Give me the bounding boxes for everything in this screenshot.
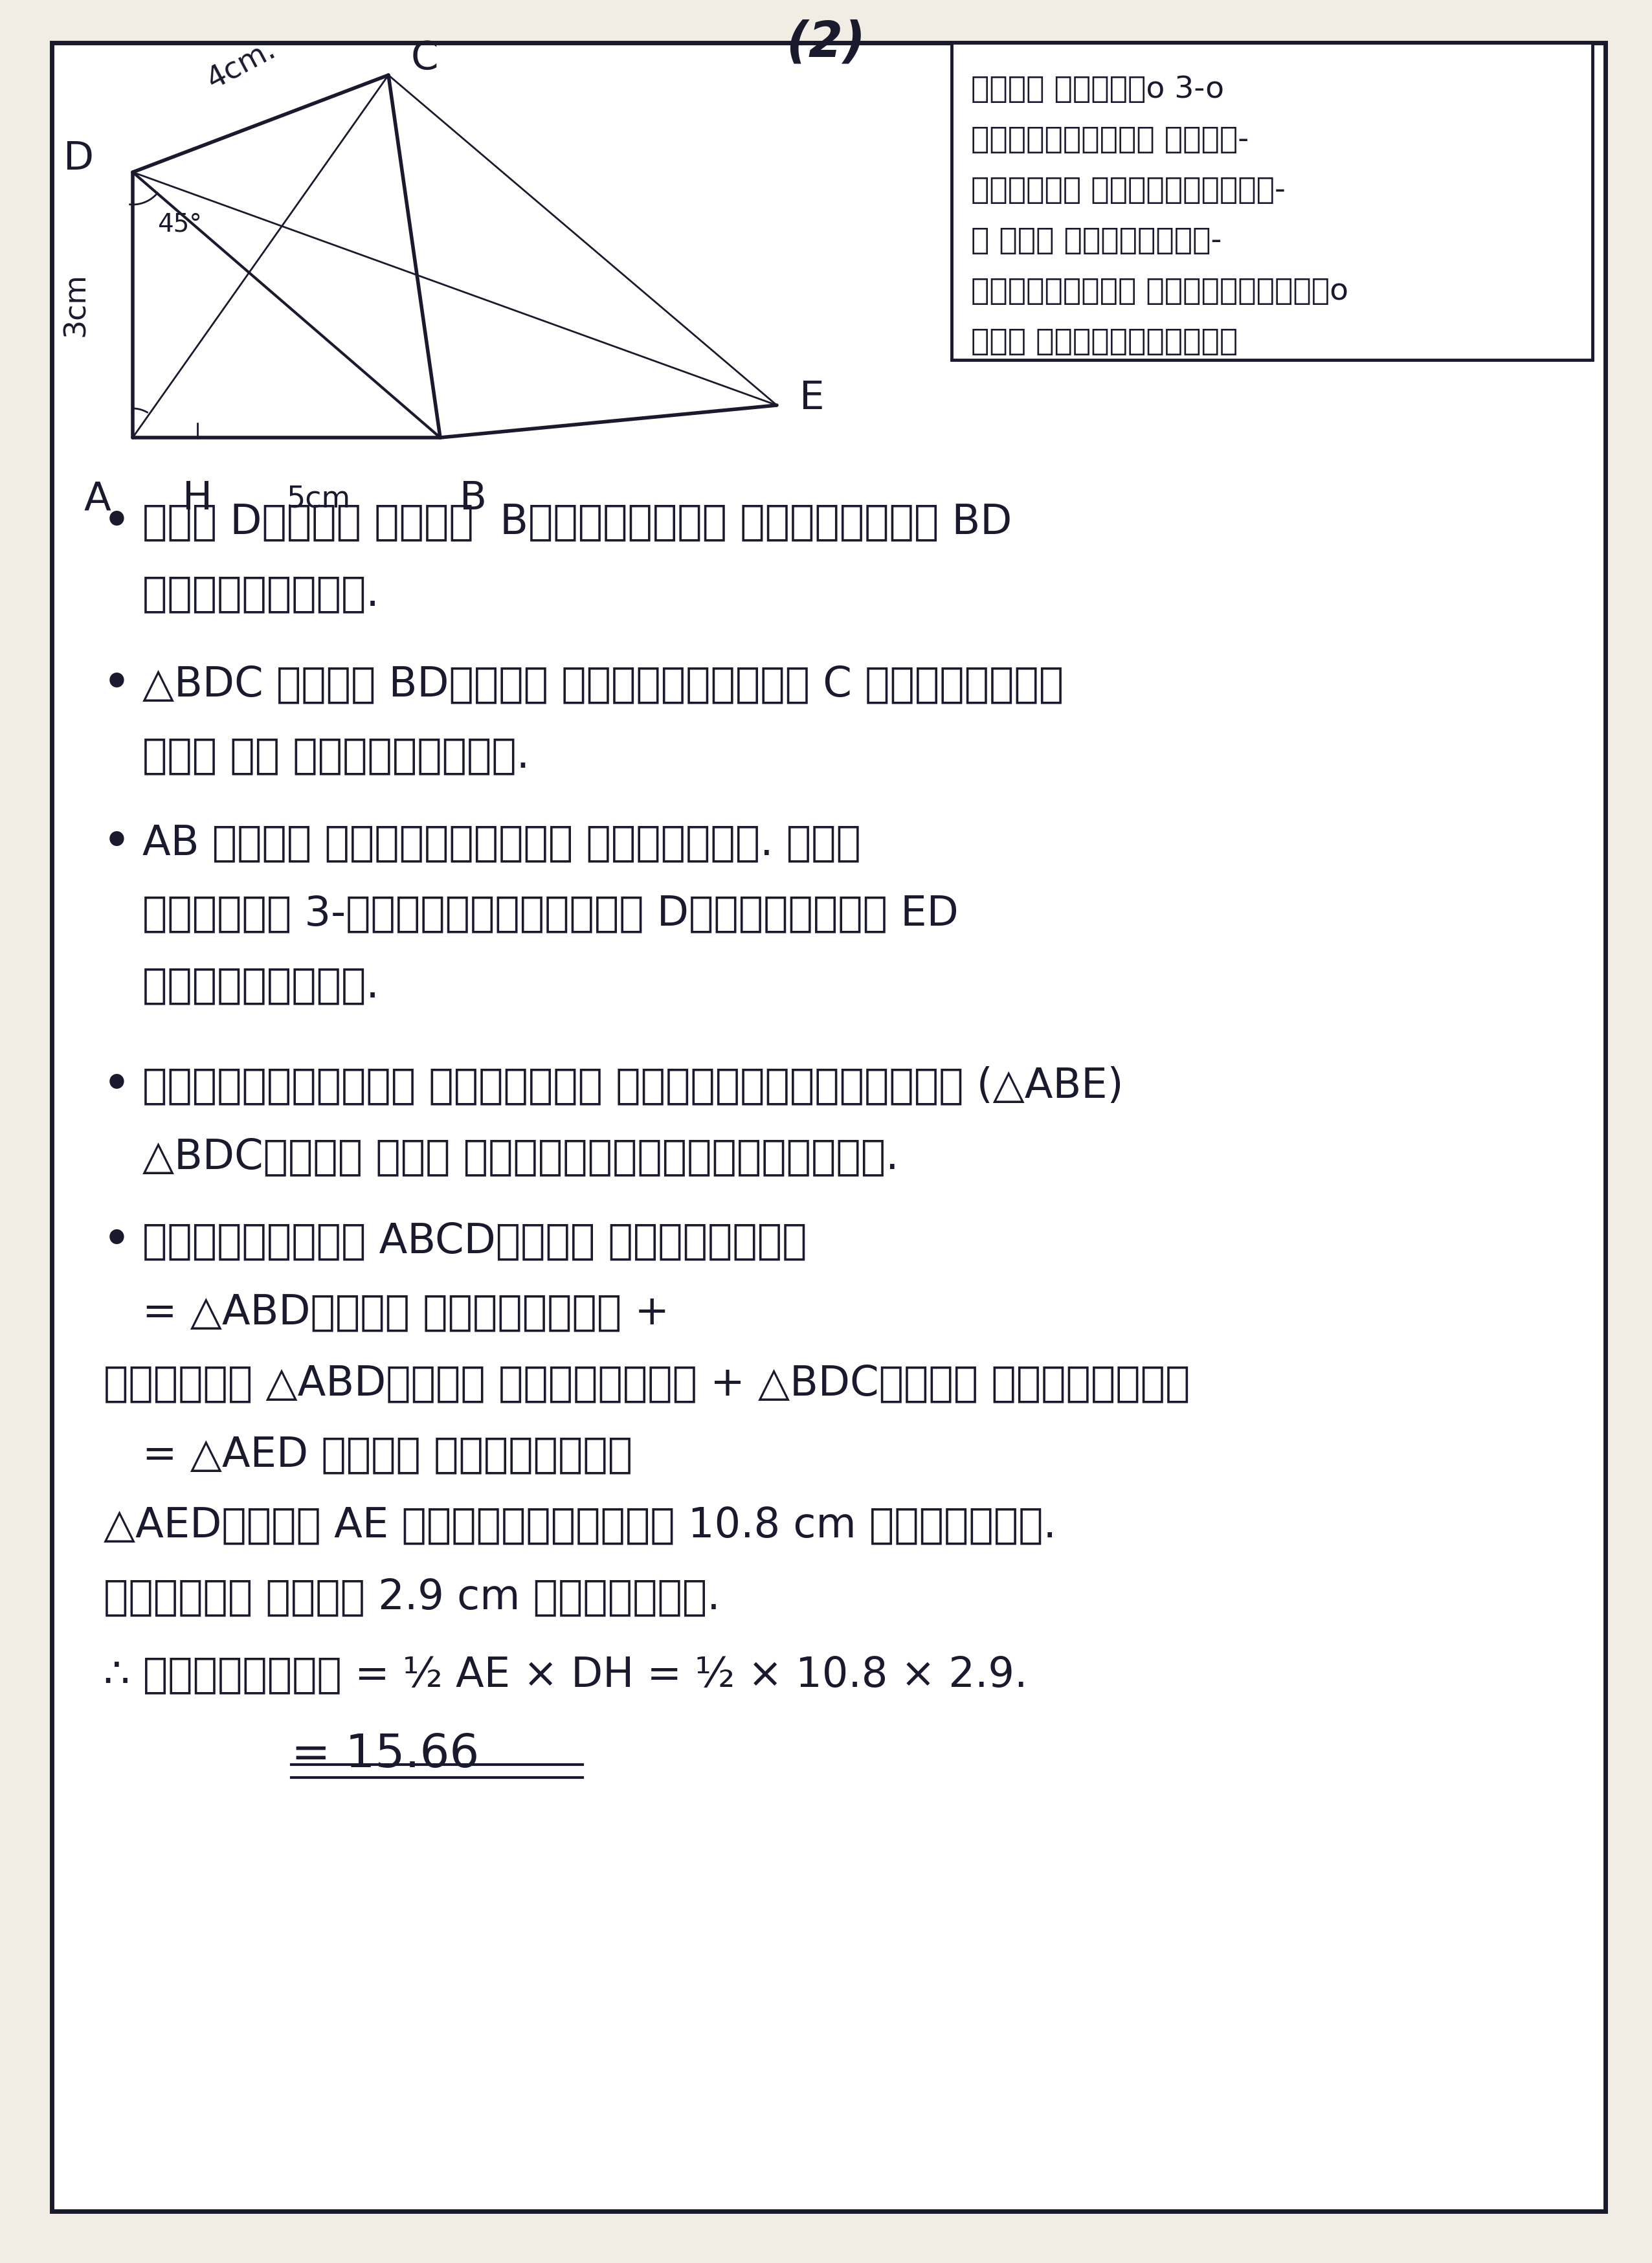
Text: ക്ലേ പാഠ്യo 3-o: ക്ലേ പാഠ്യo 3-o: [971, 75, 1224, 104]
Text: ഒരു വര വരയ്‍ക്കുക.: ഒരു വര വരയ്‍ക്കുക.: [142, 735, 530, 776]
Text: 3cm: 3cm: [61, 274, 91, 337]
Text: യ ഒരു വരിലൂമായ-: യ ഒരു വരിലൂമായ-: [971, 226, 1222, 256]
Text: •: •: [104, 502, 131, 543]
Text: AB നീടി സമാനപരയില്‍ കൂടികാക. ഇയ്: AB നീടി സമാനപരയില്‍ കൂടികാക. ഇയ്: [142, 824, 861, 862]
Text: •: •: [104, 663, 131, 704]
Text: B: B: [459, 480, 487, 518]
Text: E: E: [800, 380, 824, 419]
Text: △BDC യിലെ BDയുടെ സമാനരഥയായി C കൂടിയുളർ: △BDC യിലെ BDയുടെ സമാനരഥയായി C കൂടിയുളർ: [142, 663, 1064, 704]
Text: വരയ്‍ക്കുക.: വരയ്‍ക്കുക.: [142, 964, 380, 1005]
Text: 5cm: 5cm: [287, 484, 350, 514]
Text: ഇനി Dകില്‍ നിന്‍  Bയിലേക്‍ക് വികര്ണമ് BD: ഇനി Dകില്‍ നിന്‍ Bയിലേക്‍ക് വികര്ണമ് BD: [142, 502, 1013, 543]
Text: ∴ പരയ്‍പ്പു = ½ AE × DH = ½ × 10.8 × 2.9.: ∴ പരയ്‍പ്പു = ½ AE × DH = ½ × 10.8 × 2.9…: [104, 1654, 1028, 1695]
Text: 45°: 45°: [157, 213, 202, 238]
Text: •: •: [104, 1220, 131, 1260]
Text: = △ABDയുടെ പരയ്‍പ്പു +: = △ABDയുടെ പരയ്‍പ്പു +: [142, 1292, 669, 1333]
Text: ඎതായത് අളവ് 2.9 cm കിട്ടും.: ඎതായത് අളവ് 2.9 cm കിട്ടും.: [104, 1577, 720, 1618]
Text: △AEDയിലെ AE അളവാകുന്‍നമ് 10.8 cm കിട്ടും.: △AEDയിലെ AE അളവാകുന്‍നമ് 10.8 cm കിട്ടും…: [104, 1505, 1056, 1546]
Text: A: A: [84, 480, 111, 518]
Text: ഭൂലകജ്ഞ്മൊ പാഡ്-: ഭൂലകജ്ഞ്മൊ പാഡ്-: [971, 124, 1249, 154]
Text: H: H: [183, 480, 213, 518]
Text: തിരിക്‍കും ABCDയുടെ പരയ്‍പ്പു: തിരിക്‍കും ABCDയുടെ പരയ്‍പ്പു: [142, 1220, 806, 1260]
Text: = △AED യുടെ പരയ്‍പ്പു: = △AED യുടെ പരയ്‍പ്പു: [142, 1435, 633, 1475]
Text: ബിന്‍ദു 3-മമായ്ക്കുന്‍ന Dയിലേക്‍ക് ED: ബിന്‍ദു 3-മമായ്ക്കുന്‍ന Dയിലേക്‍ക് ED: [142, 894, 958, 935]
Text: •: •: [104, 824, 131, 862]
Text: △BDCയുടെ අതേ പരയ്‍പ്പായിരിക്‍കും.: △BDCയുടെ අതേ പരയ്‍പ്പായിരിക്‍കും.: [142, 1136, 899, 1177]
Text: = 15.66: = 15.66: [291, 1731, 479, 1776]
Text: අതായത് △ABDയുടെ പരയ്‍പ്പു + △BDCയുടെ പരയ്‍പ്പു: අതായത് △ABDയുടെ പരയ്‍പ്പു + △BDCയുടെ പരയ…: [104, 1362, 1189, 1403]
Text: (2): (2): [786, 18, 866, 66]
Text: 4cm.: 4cm.: [202, 34, 281, 95]
Text: ഒരേ പറ്ഞ്ഞ്വാണ്‍: ഒരേ പറ്ഞ്ഞ്വാണ്‍: [971, 328, 1237, 358]
Text: ඇല്‍ലായ്കില്‍ കിട്ടിയ ത്രികോണങ്ങളിന്‍ (△ABE): ඇല്‍ലായ്കില്‍ കിട്ടിയ ത്രികോണങ്ങളിന്‍ (△…: [142, 1066, 1123, 1107]
Text: ത്തിന്‍ സമാന്രരൂമാ-: ത്തിന്‍ സമാന്രരൂമാ-: [971, 177, 1285, 206]
Text: C: C: [411, 41, 439, 77]
Text: •: •: [104, 1066, 131, 1107]
Text: വരയ്‍ക്കുക.: വരയ്‍ക്കുക.: [142, 573, 380, 613]
Bar: [952, 43, 1593, 360]
Text: ത്രിക്കോണ ഞ്ഞ്ക്ഷ്യാo: ത്രിക്കോണ ഞ്ഞ്ക്ഷ്യാo: [971, 276, 1348, 306]
Text: D: D: [63, 140, 94, 179]
